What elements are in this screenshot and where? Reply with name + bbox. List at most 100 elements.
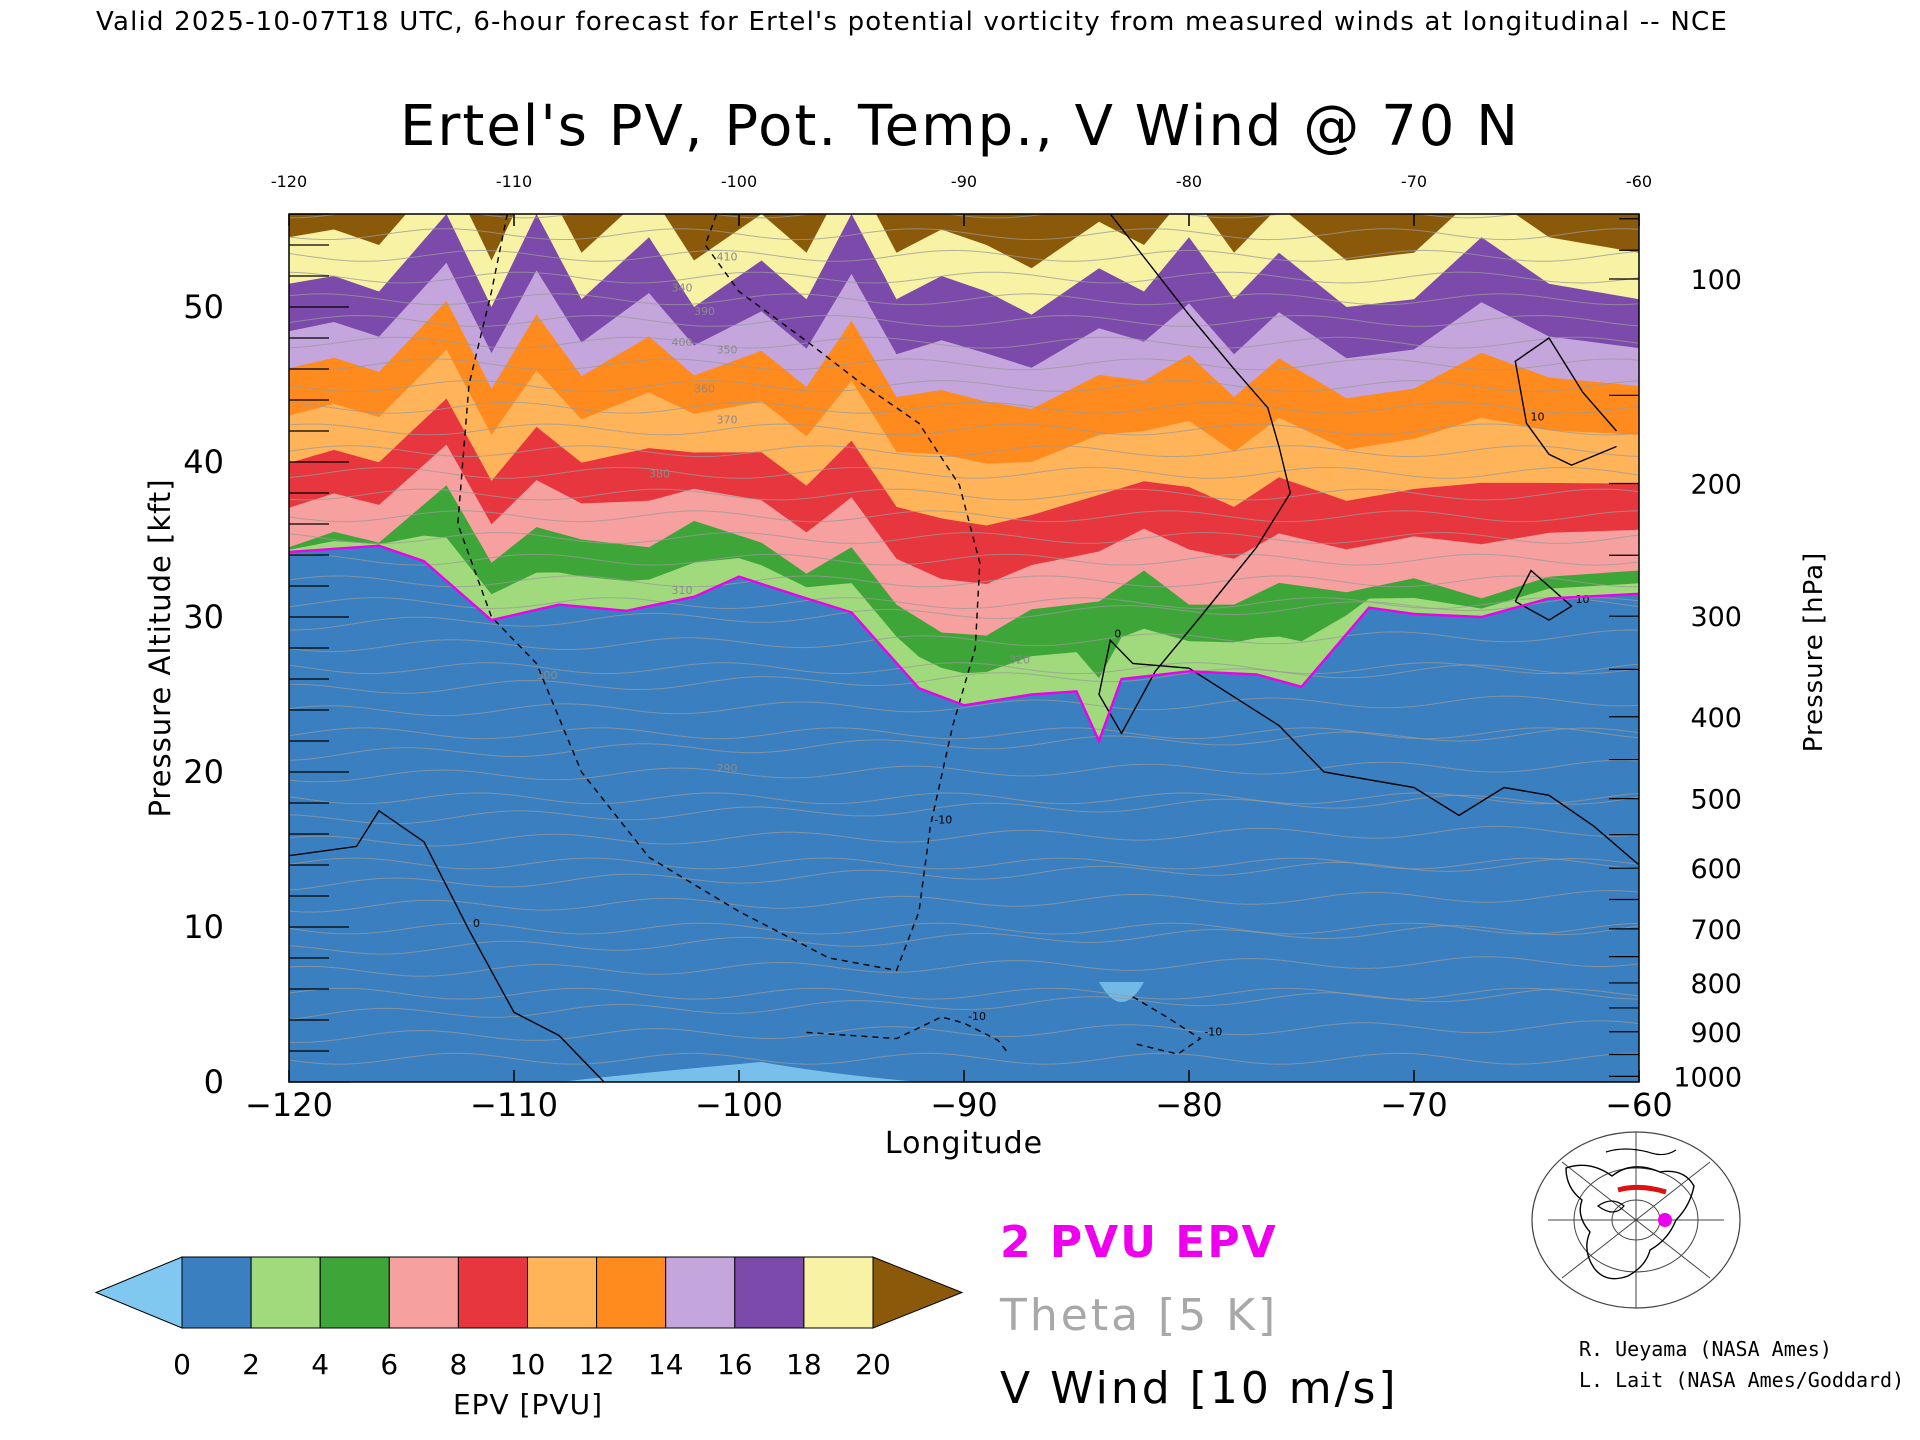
theta-contour [289, 445, 1639, 458]
colorbar-segment [250, 1256, 321, 1329]
x-tick-label-top: -90 [951, 172, 977, 191]
colorbar-under-arrow [94, 1256, 183, 1329]
theta-contour [289, 467, 1639, 479]
colorbar-tick-label: 18 [786, 1348, 822, 1381]
theta-label: 340 [672, 282, 693, 295]
theta-contour [289, 857, 1639, 870]
colorbar-tick-label: 20 [855, 1348, 891, 1381]
locator-map [1531, 1131, 1741, 1309]
v-wind-contour-label: 0 [1114, 627, 1121, 640]
v-wind-contour [1132, 996, 1202, 1055]
theta-contour [289, 249, 1639, 262]
v-wind-contour-label: -10 [1204, 1026, 1222, 1039]
x-tick-label-top: -80 [1176, 172, 1202, 191]
x-tick-label-top: -120 [271, 172, 307, 191]
theta-contour [289, 553, 1639, 566]
pv-band-18-20 [289, 214, 1639, 315]
theta-label: 400 [672, 336, 693, 349]
x-tick-label: −120 [245, 1086, 333, 1124]
x-axis-label: Longitude [885, 1126, 1043, 1161]
theta-contour [289, 532, 1639, 544]
theta-label: 320 [1009, 654, 1030, 667]
v-wind-contour-label: 10 [1531, 410, 1545, 423]
theta-contour [289, 825, 1639, 847]
pressure-tick-label: 600 [1690, 854, 1742, 885]
v-wind-contours: 0 -10 0 -10 -10 10 10 [289, 214, 1639, 1082]
pressure-tick-label: 800 [1690, 969, 1742, 1000]
theta-label: 370 [717, 413, 738, 426]
theta-contour [289, 987, 1639, 1000]
y-tick-label: 30 [183, 598, 224, 636]
pressure-tick-label: 1000 [1673, 1062, 1742, 1093]
tropopause-2pvu-line [289, 544, 1639, 745]
theta-contour [289, 792, 1639, 805]
theta-contour [289, 314, 1639, 327]
x-tick-label: −80 [1155, 1086, 1223, 1124]
theta-contour [289, 664, 1639, 694]
colorbar-tick-label: 12 [579, 1348, 615, 1381]
theta-contour [289, 1020, 1639, 1043]
colorbar-segment [803, 1256, 874, 1329]
theta-contour [289, 922, 1639, 935]
colorbar-segment [457, 1256, 528, 1329]
theta-contour [289, 401, 1639, 414]
colorbar-tick-label: 4 [311, 1348, 329, 1381]
theta-label: 310 [672, 584, 693, 597]
pressure-tick-label: 300 [1690, 602, 1742, 633]
chart-title: Ertel's PV, Pot. Temp., V Wind @ 70 N [400, 94, 1520, 159]
v-wind-contour-label: -10 [934, 813, 952, 826]
credit-line-1: R. Ueyama (NASA Ames) [1579, 1337, 1832, 1361]
x-tick-label: −70 [1380, 1086, 1448, 1124]
theta-contour [289, 423, 1639, 436]
colorbar-segment [181, 1256, 252, 1329]
location-marker-icon [1658, 1213, 1672, 1227]
v-wind-contour-label: 10 [1576, 593, 1590, 606]
theta-label: 350 [717, 344, 738, 357]
pressure-tick-label: 700 [1690, 915, 1742, 946]
theta-contour [289, 228, 1639, 241]
colorbar-segment [734, 1256, 805, 1329]
x-tick-label: −100 [695, 1086, 783, 1124]
theta-contours: 320 310 300 290 380 370 360 350 340 410 400 390 [289, 214, 1639, 1065]
colorbar-tick-label: 16 [717, 1348, 753, 1381]
y-tick-label: 0 [204, 1063, 224, 1101]
colorbar-segment [527, 1256, 598, 1329]
credit-line-2: L. Lait (NASA Ames/Goddard) [1579, 1368, 1904, 1392]
theta-contour [289, 510, 1639, 523]
theta-contour [289, 759, 1639, 783]
theta-contour [289, 336, 1639, 349]
theta-contour [289, 727, 1639, 761]
theta-label: 410 [717, 251, 738, 264]
theta-label: 360 [694, 382, 715, 395]
theta-contour [289, 597, 1639, 631]
theta-contour [289, 629, 1639, 653]
theta-label: 290 [717, 762, 738, 775]
colorbar-segment [665, 1256, 736, 1329]
x-tick-label-top: -100 [721, 172, 757, 191]
legend-pv: 2 PVU EPV [1000, 1217, 1278, 1268]
theta-contour [289, 380, 1639, 393]
v-wind-contour [1514, 337, 1618, 466]
theta-contour [289, 358, 1639, 371]
theta-contour [289, 695, 1639, 717]
pv-field [289, 214, 1639, 1082]
v-wind-contour [289, 809, 605, 1082]
v-wind-contour [1098, 214, 1639, 866]
colorbar-tick-label: 2 [242, 1348, 260, 1381]
y-tick-label: 10 [183, 908, 224, 946]
theta-contour [289, 575, 1639, 588]
v-wind-contour-label: 0 [473, 917, 480, 930]
y-axis-label-right: Pressure [hPa] [1799, 552, 1829, 753]
theta-label: 300 [537, 669, 558, 682]
y-axis-label-left: Pressure Altitude [kft] [143, 478, 177, 817]
v-wind-contour [1514, 569, 1573, 621]
colorbar-tick-label: 0 [173, 1348, 191, 1381]
x-tick-label-top: -60 [1626, 172, 1652, 191]
legend-wind: V Wind [10 m/s] [1000, 1363, 1399, 1414]
theta-contour [289, 794, 1639, 825]
pressure-tick-label: 200 [1690, 469, 1742, 500]
colorbar-segment [388, 1256, 459, 1329]
theta-label: 390 [694, 305, 715, 318]
pressure-tick-label: 400 [1690, 703, 1742, 734]
theta-contour [289, 1052, 1639, 1065]
